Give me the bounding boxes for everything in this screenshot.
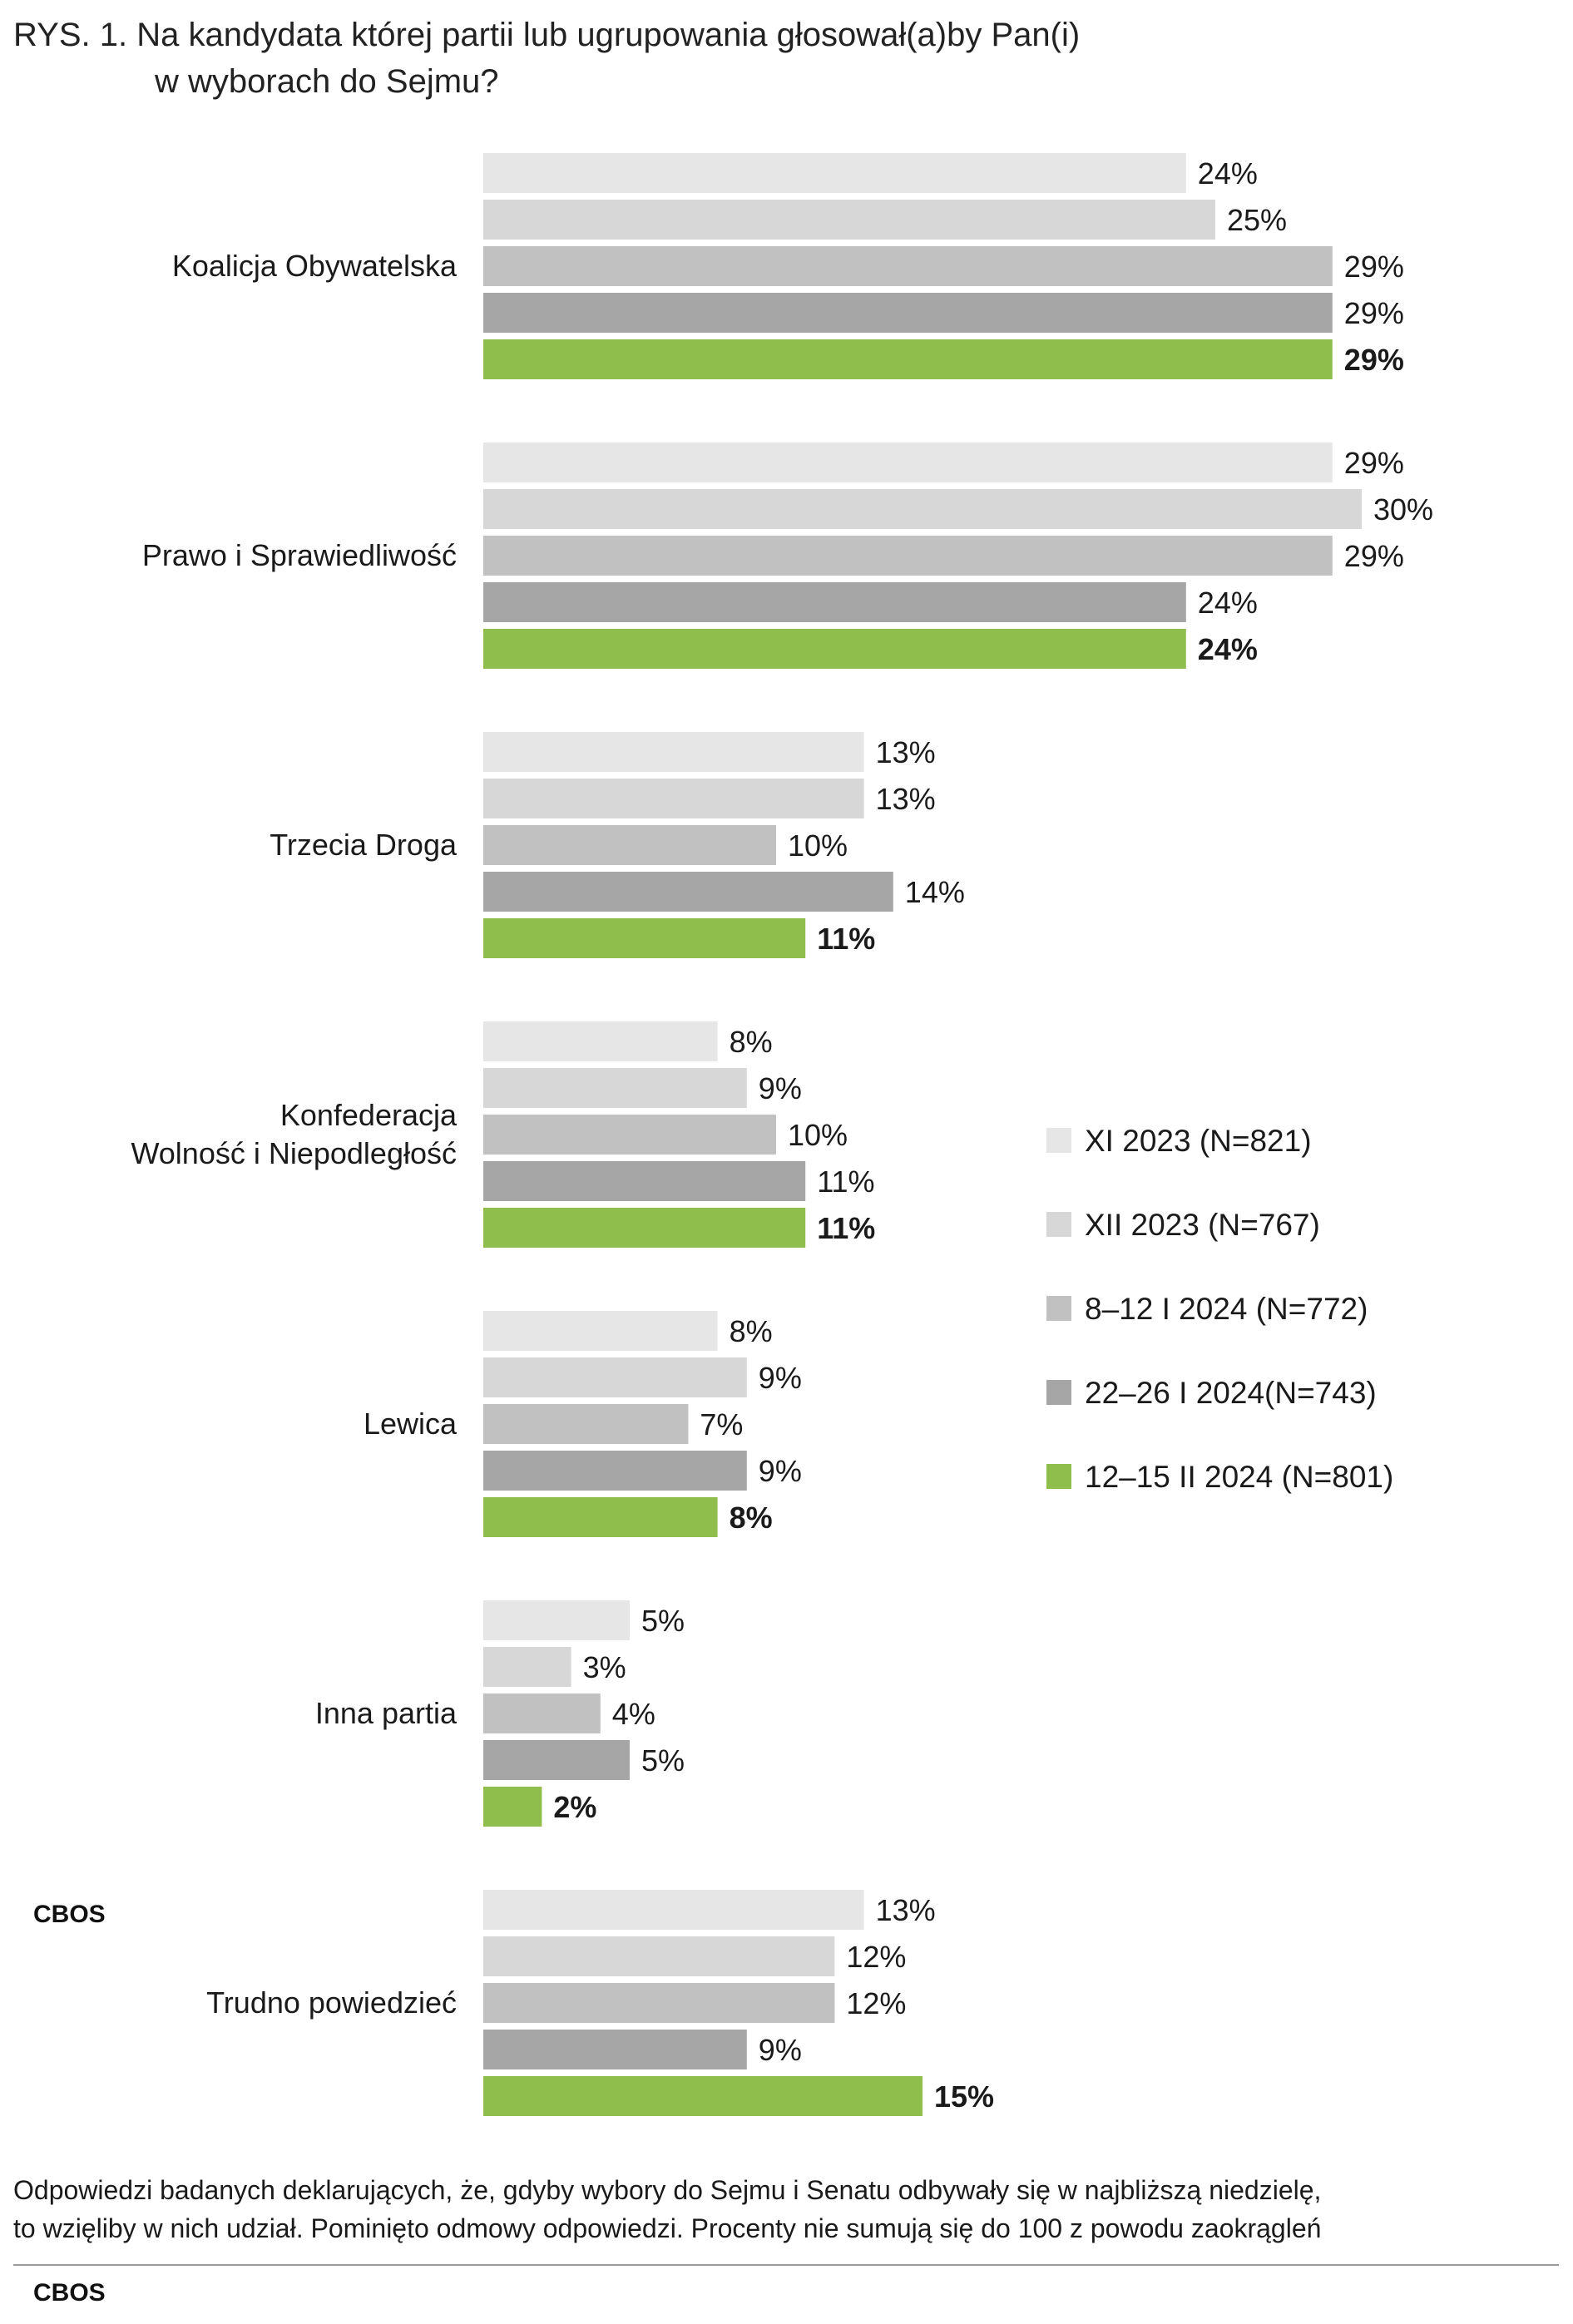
bar xyxy=(483,1357,747,1397)
value-label: 25% xyxy=(1227,203,1287,237)
legend-swatch xyxy=(1046,1464,1071,1489)
value-label: 8% xyxy=(730,1501,773,1535)
category-label: Inna partia xyxy=(315,1696,458,1730)
bar xyxy=(483,489,1362,529)
footnote-line2: to wzięliby w nich udział. Pominięto odm… xyxy=(13,2213,1322,2243)
category-label: Wolność i Niepodległość xyxy=(131,1136,457,1170)
value-label: 13% xyxy=(876,735,936,769)
bar xyxy=(483,200,1215,240)
category-label: Konfederacja xyxy=(280,1098,458,1132)
value-label: 9% xyxy=(759,2033,802,2067)
cbos-footer-text: CBOS xyxy=(33,2279,106,2307)
legend-label: 22–26 I 2024(N=743) xyxy=(1085,1376,1377,1410)
legend-label: 8–12 I 2024 (N=772) xyxy=(1085,1292,1368,1326)
bar xyxy=(483,1936,835,1976)
value-label: 9% xyxy=(759,1071,802,1105)
chart-title-line2: w wyborach do Sejmu? xyxy=(155,63,499,100)
legend-label: XII 2023 (N=767) xyxy=(1085,1208,1320,1242)
chart-title-line1: RYS. 1. Na kandydata której partii lub u… xyxy=(13,17,1081,53)
value-label: 11% xyxy=(817,922,875,956)
bar xyxy=(483,872,893,912)
footnote-line1: Odpowiedzi badanych deklarujących, że, g… xyxy=(13,2175,1322,2205)
bar xyxy=(483,1115,776,1155)
value-label: 29% xyxy=(1344,250,1404,284)
bar xyxy=(483,1787,542,1827)
bar xyxy=(483,1311,718,1351)
value-label: 7% xyxy=(700,1407,743,1441)
bar xyxy=(483,153,1186,193)
legend-swatch xyxy=(1046,1128,1071,1153)
value-label: 8% xyxy=(730,1025,773,1059)
legend-label: 12–15 II 2024 (N=801) xyxy=(1085,1460,1393,1494)
footnote-divider xyxy=(13,2264,1559,2266)
value-label: 5% xyxy=(641,1743,685,1778)
value-label: 29% xyxy=(1344,539,1404,573)
value-label: 15% xyxy=(934,2079,994,2114)
bar xyxy=(483,1890,864,1930)
bar xyxy=(483,1740,630,1780)
bar xyxy=(483,918,806,958)
bar xyxy=(483,1021,718,1061)
bar xyxy=(483,779,864,818)
bar xyxy=(483,1451,747,1491)
value-label: 5% xyxy=(641,1604,685,1638)
value-label: 30% xyxy=(1373,492,1433,527)
value-label: 13% xyxy=(876,1893,936,1927)
legend-label: XI 2023 (N=821) xyxy=(1085,1124,1312,1158)
bar xyxy=(483,1161,806,1201)
value-label: 13% xyxy=(876,782,936,816)
bar xyxy=(483,536,1333,576)
bar xyxy=(483,825,776,865)
legend-swatch xyxy=(1046,1212,1071,1237)
value-label: 12% xyxy=(846,1986,906,2020)
bar xyxy=(483,1647,571,1687)
bar xyxy=(483,443,1333,482)
footnote: Odpowiedzi badanych deklarujących, że, g… xyxy=(13,2171,1569,2247)
category-label: Prawo i Sprawiedliwość xyxy=(142,538,457,572)
bar xyxy=(483,1497,718,1537)
value-label: 10% xyxy=(788,828,848,863)
bar xyxy=(483,1208,806,1248)
value-label: 11% xyxy=(817,1164,874,1199)
value-label: 24% xyxy=(1198,586,1258,620)
legend-swatch xyxy=(1046,1296,1071,1321)
bar xyxy=(483,732,864,772)
value-label: 2% xyxy=(553,1790,596,1824)
bar xyxy=(483,1068,747,1108)
value-label: 29% xyxy=(1344,446,1404,480)
value-label: 24% xyxy=(1198,156,1258,190)
value-label: 29% xyxy=(1344,343,1404,377)
bar xyxy=(483,1694,601,1733)
bar xyxy=(483,582,1186,622)
bar-chart: Koalicja Obywatelska 24% 25% 29% 29% 29% Prawo… xyxy=(131,153,1434,2116)
bar xyxy=(483,1404,689,1444)
value-label: 9% xyxy=(759,1361,802,1395)
category-label: Trudno powiedzieć xyxy=(206,1985,457,2020)
value-label: 14% xyxy=(905,875,965,909)
category-label: Koalicja Obywatelska xyxy=(172,249,458,283)
value-label: 9% xyxy=(759,1454,802,1488)
value-label: 29% xyxy=(1344,296,1404,330)
bar xyxy=(483,293,1333,333)
value-label: 4% xyxy=(612,1697,655,1731)
value-label: 3% xyxy=(583,1650,626,1684)
value-label: 24% xyxy=(1198,632,1258,666)
category-label: Lewica xyxy=(364,1407,458,1441)
bar xyxy=(483,339,1333,379)
bar xyxy=(483,2030,747,2069)
bar xyxy=(483,1600,630,1640)
cbos-logo-text: CBOS xyxy=(33,1901,106,1928)
bar xyxy=(483,2076,923,2116)
value-label: 10% xyxy=(788,1118,848,1152)
bar xyxy=(483,246,1333,286)
value-label: 11% xyxy=(817,1211,875,1245)
chart-title: RYS. 1. Na kandydata której partii lub u… xyxy=(13,12,1080,105)
value-label: 8% xyxy=(730,1314,773,1348)
category-label: Trzecia Droga xyxy=(270,828,458,862)
bar xyxy=(483,629,1186,669)
bar xyxy=(483,1983,835,2023)
value-label: 12% xyxy=(846,1940,906,1974)
legend-swatch xyxy=(1046,1380,1071,1405)
